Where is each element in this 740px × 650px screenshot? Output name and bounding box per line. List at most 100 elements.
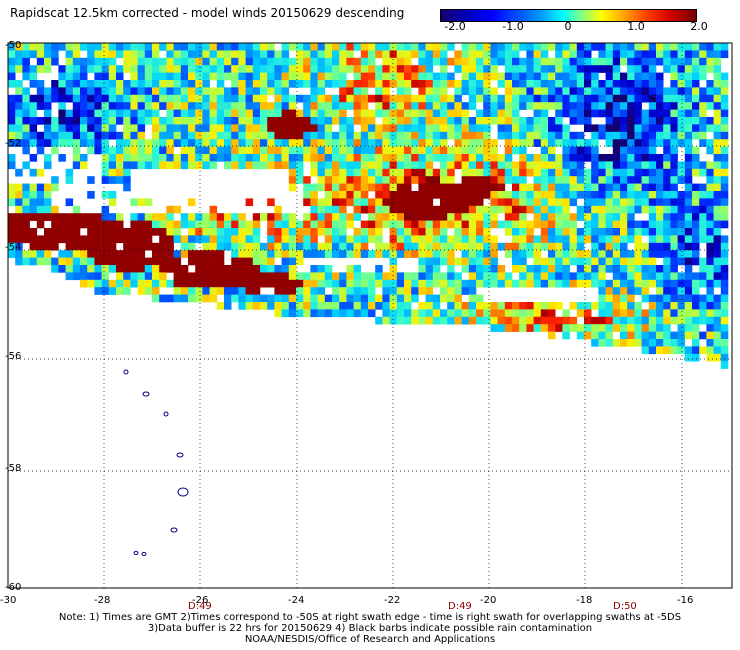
wind-cell <box>555 205 563 214</box>
wind-cell <box>468 316 477 325</box>
wind-cell <box>584 176 592 184</box>
wind-cell <box>418 161 426 170</box>
wind-cell <box>605 198 614 207</box>
wind-cell <box>656 309 664 318</box>
wind-cell <box>526 242 534 251</box>
wind-cell <box>533 309 542 318</box>
wind-cell <box>476 57 484 66</box>
wind-cell <box>641 272 650 281</box>
wind-cell <box>440 146 448 155</box>
wind-cell <box>267 57 275 66</box>
wind-cell <box>209 131 218 140</box>
wind-cell <box>526 102 534 110</box>
wind-cell <box>404 161 412 170</box>
wind-cell <box>267 102 275 110</box>
wind-cell <box>375 213 383 221</box>
wind-cell <box>144 235 153 244</box>
wind-cell <box>634 102 642 110</box>
wind-cell <box>468 72 477 81</box>
wind-cell <box>699 168 707 177</box>
wind-cell <box>173 272 182 281</box>
wind-cell <box>44 94 52 103</box>
wind-cell <box>504 65 513 73</box>
wind-cell <box>116 102 124 110</box>
wind-cell <box>224 57 232 66</box>
wind-cell <box>94 102 102 110</box>
wind-cell <box>627 57 635 66</box>
wind-cell <box>274 205 282 214</box>
wind-cell <box>598 50 606 59</box>
wind-cell <box>454 87 462 96</box>
wind-cell <box>382 176 390 184</box>
wind-cell <box>540 117 549 125</box>
wind-cell <box>648 213 657 221</box>
wind-cell <box>288 228 297 236</box>
wind-cell <box>497 272 506 281</box>
wind-cell <box>389 72 398 81</box>
wind-cell <box>627 124 635 133</box>
wind-cell <box>216 109 225 118</box>
wind-cell <box>288 220 297 229</box>
wind-cell <box>634 272 642 281</box>
wind-cell <box>166 124 174 133</box>
wind-cell <box>101 65 110 73</box>
wind-cell <box>641 279 650 288</box>
wind-cell <box>180 72 189 81</box>
wind-cell <box>72 94 81 103</box>
wind-cell <box>159 228 167 236</box>
wind-cell <box>36 57 45 66</box>
wind-cell <box>670 65 678 73</box>
wind-cell <box>404 50 412 59</box>
wind-cell <box>281 87 290 96</box>
wind-cell <box>411 102 419 110</box>
wind-cell <box>720 117 729 125</box>
wind-cell <box>72 43 81 51</box>
wind-cell <box>656 191 664 199</box>
y-tick-label: -58 <box>5 463 21 474</box>
wind-cell <box>706 302 714 310</box>
wind-cell <box>620 72 628 81</box>
wind-cell <box>260 146 268 155</box>
wind-cell <box>274 117 282 125</box>
wind-cell <box>152 154 160 162</box>
wind-cell <box>108 279 117 288</box>
wind-cell <box>490 161 498 170</box>
wind-cell <box>440 213 448 221</box>
wind-cell <box>324 198 333 207</box>
wind-cell <box>605 220 614 229</box>
wind-cell <box>476 161 484 170</box>
wind-cell <box>72 102 81 110</box>
wind-cell <box>123 87 131 96</box>
wind-cell <box>130 228 138 236</box>
wind-cell <box>108 102 117 110</box>
wind-cell <box>598 176 606 184</box>
wind-cell <box>476 309 484 318</box>
wind-cell <box>476 228 484 236</box>
wind-cell <box>447 43 455 51</box>
wind-cell <box>159 131 167 140</box>
wind-cell <box>108 50 117 59</box>
colorbar-tick-label: 0 <box>564 20 572 33</box>
wind-cell <box>425 272 434 281</box>
wind-cell <box>562 213 570 221</box>
wind-cell <box>555 183 563 192</box>
wind-cell <box>447 309 455 318</box>
wind-cell <box>346 309 354 318</box>
wind-cell <box>166 154 174 162</box>
wind-cell <box>180 117 189 125</box>
wind-cell <box>713 50 722 59</box>
wind-cell <box>720 294 729 303</box>
wind-cell <box>346 183 354 192</box>
wind-cell <box>447 183 455 192</box>
wind-cell <box>598 168 606 177</box>
wind-cell <box>533 176 542 184</box>
wind-cell <box>58 43 66 51</box>
wind-cell <box>425 279 434 288</box>
wind-cell <box>497 316 506 325</box>
colorbar <box>440 9 697 22</box>
wind-cell <box>317 220 326 229</box>
wind-cell <box>8 161 16 170</box>
wind-cell <box>260 65 268 73</box>
wind-cell <box>533 102 542 110</box>
wind-cell <box>108 146 117 155</box>
